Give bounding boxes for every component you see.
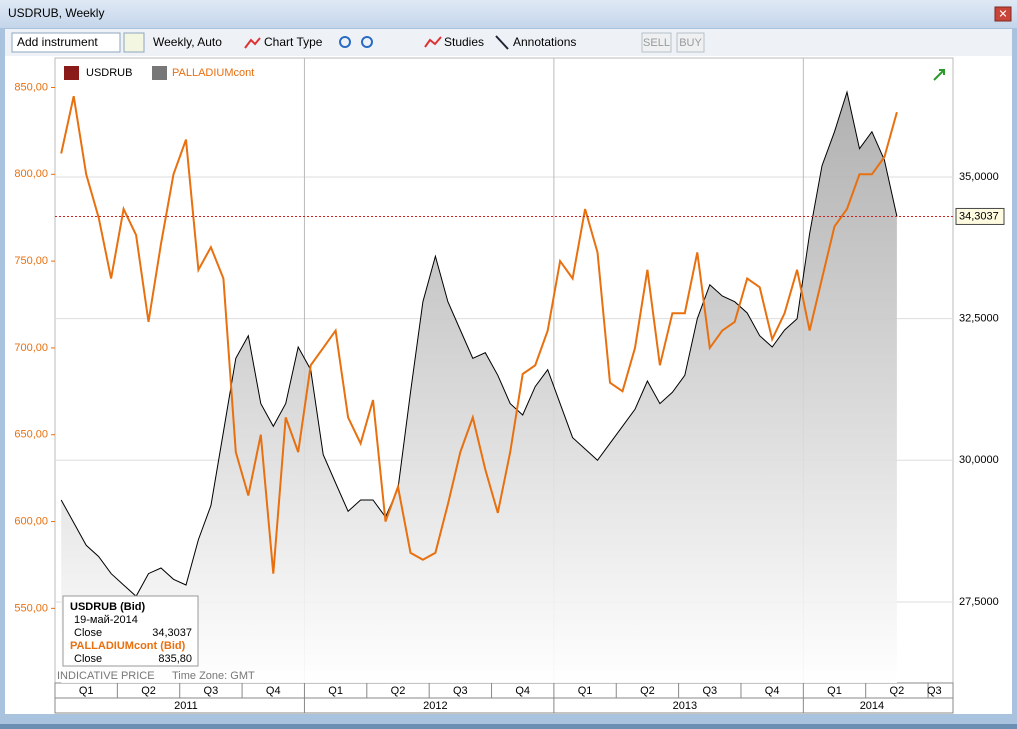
x-tick-label: Q2 xyxy=(890,685,905,697)
buy-label: BUY xyxy=(679,37,702,49)
toolbar xyxy=(5,29,1012,56)
y-tick-label: 700,00 xyxy=(14,342,48,354)
x-tick-label: Q4 xyxy=(266,685,281,697)
y-tick-label: 650,00 xyxy=(14,429,48,441)
price-label: 34,3037 xyxy=(959,210,999,222)
x-year-label: 2013 xyxy=(673,700,697,712)
annotations-icon xyxy=(495,35,509,50)
tooltip-label: Close xyxy=(74,653,102,665)
y2-tick-label: 32,5000 xyxy=(959,313,999,325)
chart-type-icon xyxy=(244,37,261,49)
period-dropdown[interactable]: Weekly, Auto xyxy=(153,35,222,49)
y2-tick-label: 27,5000 xyxy=(959,596,999,608)
tooltip-label: Close xyxy=(74,627,102,639)
legend-entry[interactable]: USDRUB xyxy=(86,67,132,79)
y2-tick-label: 35,0000 xyxy=(959,171,999,183)
legend-entry[interactable]: PALLADIUMcont xyxy=(172,67,254,79)
series-line xyxy=(60,90,898,598)
y-tick-label: 600,00 xyxy=(14,515,48,527)
x-tick-label: Q2 xyxy=(391,685,406,697)
tooltip-name: PALLADIUMcont (Bid) xyxy=(70,640,186,652)
legend-icon xyxy=(64,66,79,80)
price-label-box xyxy=(955,207,1005,225)
footer-note: INDICATIVE PRICE xyxy=(57,670,155,682)
y-tick-label: 750,00 xyxy=(14,255,48,267)
sell-button[interactable] xyxy=(641,32,672,53)
y2-tick-label: 30,0000 xyxy=(959,454,999,466)
window-title: USDRUB, Weekly xyxy=(8,6,104,20)
x-tick-label: Q1 xyxy=(328,685,343,697)
x-tick-label: Q3 xyxy=(453,685,468,697)
tooltip-name: USDRUB (Bid) xyxy=(70,601,145,613)
x-tick-label: Q2 xyxy=(640,685,655,697)
add-instrument: Add instrument xyxy=(17,35,98,49)
chart-type-dropdown[interactable]: Chart Type xyxy=(264,35,323,49)
x-tick-label: Q2 xyxy=(141,685,156,697)
tooltip-value: 34,3037 xyxy=(152,627,192,639)
tool-button[interactable] xyxy=(123,32,145,53)
tooltip-date: 19-май-2014 xyxy=(74,614,138,626)
tooltip xyxy=(62,595,199,667)
x-tick-label: Q3 xyxy=(702,685,717,697)
zoom-out[interactable] xyxy=(361,36,373,48)
x-year-label: 2012 xyxy=(423,700,447,712)
x-tick-label: Q4 xyxy=(515,685,530,697)
title-bar xyxy=(0,0,1017,28)
x-year-label: 2011 xyxy=(174,700,198,712)
x-tick-label: Q1 xyxy=(79,685,94,697)
live-icon xyxy=(933,69,945,81)
zoom-in[interactable] xyxy=(339,36,351,48)
x-tick-label: Q3 xyxy=(204,685,219,697)
y-tick-label: 800,00 xyxy=(14,168,48,180)
sell-label: SELL xyxy=(643,37,670,49)
buy-button[interactable] xyxy=(676,32,705,53)
x-tick-label: Q3 xyxy=(927,685,942,697)
studies-icon xyxy=(424,36,442,48)
studies-dropdown[interactable]: Studies xyxy=(444,35,484,49)
legend-icon xyxy=(152,66,167,80)
x-tick-label: Q4 xyxy=(765,685,780,697)
y-tick-label: 550,00 xyxy=(14,602,48,614)
x-tick-label: Q1 xyxy=(827,685,842,697)
footer-note: Time Zone: GMT xyxy=(172,670,255,682)
add-instrument-input[interactable] xyxy=(11,32,121,53)
series-line xyxy=(60,95,898,574)
y-tick-label: 850,00 xyxy=(14,81,48,93)
close-icon: ✕ xyxy=(998,8,1007,20)
x-tick-label: Q1 xyxy=(578,685,593,697)
x-year-label: 2014 xyxy=(860,700,884,712)
annotations-dropdown[interactable]: Annotations xyxy=(513,35,576,49)
tooltip-value: 835,80 xyxy=(158,653,192,665)
close-button[interactable] xyxy=(994,6,1012,22)
